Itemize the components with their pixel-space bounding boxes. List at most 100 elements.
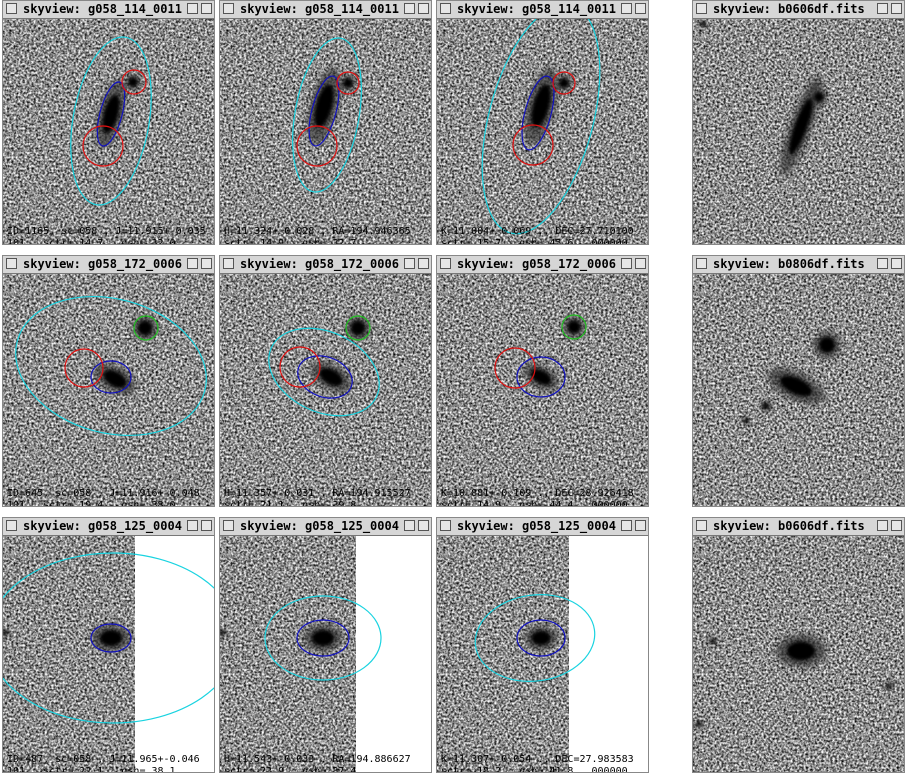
window-menu-button[interactable] bbox=[440, 258, 451, 269]
aperture-ellipse bbox=[296, 619, 350, 657]
info-line: ID=487, sc=058 , J=11.965+-0.046 bbox=[7, 754, 200, 765]
maximize-button[interactable] bbox=[635, 3, 646, 14]
window-title: skyview: g058_172_0006 bbox=[457, 257, 616, 271]
minimize-button[interactable] bbox=[404, 520, 415, 531]
info-line: ID=1165, sc=058 , J=11.915+-0.035 bbox=[7, 226, 206, 237]
window-menu-button[interactable] bbox=[6, 258, 17, 269]
maximize-button[interactable] bbox=[891, 520, 902, 531]
window-title: skyview: g058_172_0006 bbox=[240, 257, 399, 271]
window-menu-button[interactable] bbox=[440, 3, 451, 14]
info-line: 101 , sctr= 19.4 , gsh= 38.0 bbox=[7, 500, 176, 506]
window-title: skyview: g058_125_0004 bbox=[240, 519, 399, 533]
maximize-button[interactable] bbox=[201, 258, 212, 269]
title-bar: skyview: g058_172_0006 bbox=[437, 256, 648, 274]
object-core bbox=[700, 21, 706, 27]
info-line: sctr= 18.2 , gsh= 41.8 , 000000 bbox=[441, 766, 628, 772]
info-line: H=11.324+-0.028 , RA=194.946365 bbox=[224, 226, 411, 237]
skyview-window: skyview: b0606df.fits ( bbox=[692, 517, 905, 773]
window-menu-button[interactable] bbox=[223, 3, 234, 14]
window-title: skyview: g058_114_0011 bbox=[240, 2, 399, 16]
object-core bbox=[314, 84, 334, 128]
maximize-button[interactable] bbox=[418, 520, 429, 531]
object-core bbox=[128, 77, 138, 87]
aperture-ellipse bbox=[82, 125, 124, 167]
title-bar: skyview: g058_125_0004 bbox=[3, 518, 214, 536]
maximize-button[interactable] bbox=[891, 3, 902, 14]
maximize-button[interactable] bbox=[418, 3, 429, 14]
skyview-window: skyview: g058_125_0004 ID=487, sc=058 , J… bbox=[2, 517, 215, 773]
window-menu-button[interactable] bbox=[223, 520, 234, 531]
object-core bbox=[762, 402, 770, 410]
skyview-window: skyview: g058_172_0006 ID=645, sc=058 , J… bbox=[2, 255, 215, 507]
object-core bbox=[103, 370, 127, 388]
minimize-button[interactable] bbox=[621, 258, 632, 269]
aperture-ellipse bbox=[561, 314, 587, 340]
minimize-button[interactable] bbox=[621, 520, 632, 531]
aperture-ellipse bbox=[308, 75, 340, 147]
maximize-button[interactable] bbox=[891, 258, 902, 269]
object-core bbox=[886, 683, 892, 689]
window-title: skyview: g058_125_0004 bbox=[457, 519, 616, 533]
window-title: skyview: b0606df.fits ( bbox=[713, 519, 874, 533]
window-menu-button[interactable] bbox=[440, 520, 451, 531]
object-core bbox=[220, 630, 225, 636]
aperture-ellipse bbox=[296, 125, 338, 167]
aperture-ellipse bbox=[516, 619, 566, 657]
minimize-button[interactable] bbox=[187, 520, 198, 531]
object-core bbox=[99, 630, 123, 646]
window-menu-button[interactable] bbox=[696, 258, 707, 269]
aperture-ellipse bbox=[264, 595, 382, 681]
window-menu-button[interactable] bbox=[6, 3, 17, 14]
sky-noise bbox=[437, 536, 569, 772]
title-bar: skyview: g058_125_0004 bbox=[220, 518, 431, 536]
minimize-button[interactable] bbox=[187, 258, 198, 269]
aperture-ellipse bbox=[297, 355, 353, 399]
minimize-button[interactable] bbox=[877, 520, 888, 531]
maximize-button[interactable] bbox=[201, 3, 212, 14]
window-menu-button[interactable] bbox=[223, 258, 234, 269]
object-core bbox=[788, 97, 814, 155]
sky-image bbox=[693, 19, 904, 244]
maximize-button[interactable] bbox=[635, 520, 646, 531]
object-core bbox=[3, 630, 8, 636]
window-title: skyview: g058_172_0006 bbox=[23, 257, 182, 271]
info-line: H=11.357+-0.031 , RA=194.915527 bbox=[224, 488, 411, 499]
aperture-ellipse bbox=[15, 295, 207, 437]
maximize-button[interactable] bbox=[635, 258, 646, 269]
title-bar: skyview: g058_114_0011 bbox=[3, 1, 214, 19]
info-line: sctr= 15.7 , gsh= 45.6 , 000000 bbox=[441, 238, 628, 244]
minimize-button[interactable] bbox=[877, 3, 888, 14]
window-menu-button[interactable] bbox=[6, 520, 17, 531]
info-line: 101 , sctr= 14.7 , gsh= 32.0 bbox=[7, 238, 176, 244]
aperture-ellipse bbox=[521, 75, 555, 151]
window-menu-button[interactable] bbox=[696, 3, 707, 14]
skyview-window: skyview: g058_172_0006 H=11.357+-0.031 , … bbox=[219, 255, 432, 507]
minimize-button[interactable] bbox=[404, 3, 415, 14]
sky-noise bbox=[437, 274, 648, 506]
object-core bbox=[567, 320, 581, 334]
maximize-button[interactable] bbox=[418, 258, 429, 269]
object-core bbox=[530, 369, 552, 385]
maximize-button[interactable] bbox=[201, 520, 212, 531]
object-core bbox=[743, 418, 749, 424]
minimize-button[interactable] bbox=[187, 3, 198, 14]
aperture-ellipse bbox=[474, 594, 596, 682]
window-menu-button[interactable] bbox=[696, 520, 707, 531]
window-title: skyview: b0606df.fits ( bbox=[713, 2, 874, 16]
object-core bbox=[319, 368, 343, 386]
minimize-button[interactable] bbox=[404, 258, 415, 269]
info-line: sctr= 14.9 , gsh= 44.4 , 000000 bbox=[441, 500, 628, 506]
sky-image bbox=[693, 536, 904, 772]
minimize-button[interactable] bbox=[621, 3, 632, 14]
title-bar: skyview: g058_172_0006 bbox=[220, 256, 431, 274]
minimize-button[interactable] bbox=[877, 258, 888, 269]
aperture-ellipse bbox=[279, 346, 321, 388]
